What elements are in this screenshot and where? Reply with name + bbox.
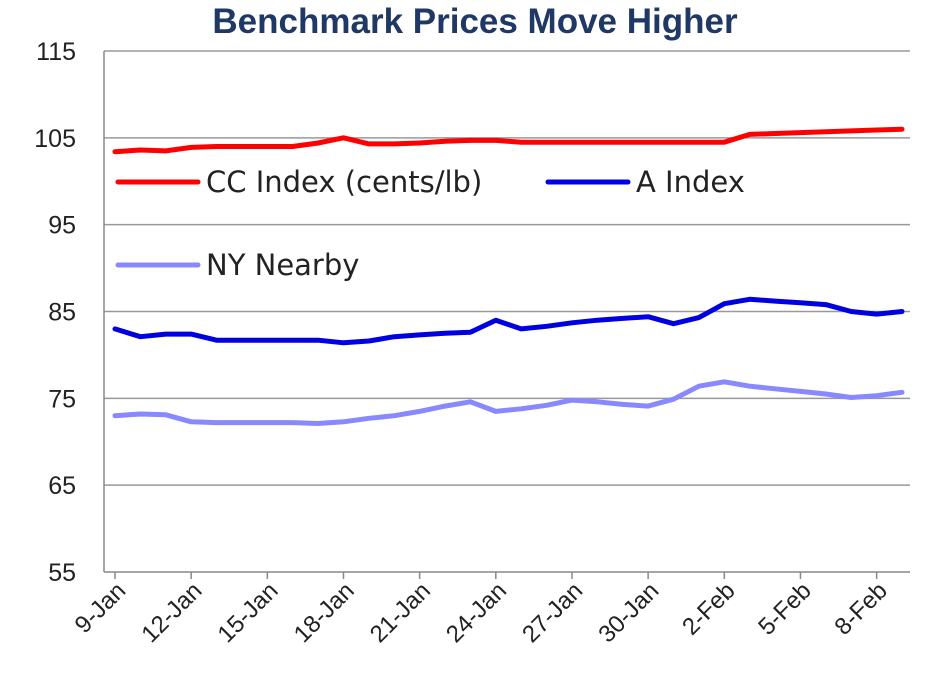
axes: [103, 51, 910, 573]
y-tick-label: 95: [48, 212, 76, 240]
y-axis-ticks: 55 65 75 85 95 105 115: [34, 38, 76, 587]
x-tick-label: 9-Jan: [70, 577, 132, 639]
y-tick-label: 65: [48, 472, 76, 500]
series-line-2: [112, 379, 905, 426]
y-tick-label: 115: [36, 38, 76, 66]
x-tick-label: 21-Jan: [365, 577, 436, 648]
chart-title: Benchmark Prices Move Higher: [212, 2, 738, 41]
legend-label: CC Index (cents/lb): [206, 165, 482, 199]
legend-label: A Index: [636, 165, 745, 199]
series-line-0: [112, 126, 905, 155]
legend-label: NY Nearby: [206, 248, 359, 282]
x-tick-label: 27-Jan: [517, 577, 588, 648]
x-tick-label: 8-Feb: [829, 577, 892, 640]
y-tick-label: 85: [48, 299, 76, 327]
series-line-1: [112, 296, 905, 346]
x-tick-label: 12-Jan: [136, 577, 207, 648]
x-tick-label: 15-Jan: [213, 577, 284, 648]
series-lines: [112, 126, 905, 426]
x-tick-label: 5-Feb: [753, 577, 816, 640]
x-tick-label: 30-Jan: [593, 577, 664, 648]
y-tick-label: 75: [48, 385, 76, 413]
y-tick-label: 55: [48, 559, 76, 587]
x-axis-ticks: 9-Jan 12-Jan 15-Jan 18-Jan 21-Jan 24-Jan 27-Ja…: [70, 572, 893, 648]
x-tick-label: 18-Jan: [289, 577, 360, 648]
gridlines: [104, 50, 910, 486]
x-tick-label: 2-Feb: [677, 577, 740, 640]
legend: CC Index (cents/lb) A Index NY Nearby: [115, 165, 745, 282]
y-tick-label: 105: [34, 125, 76, 153]
x-tick-label: 24-Jan: [441, 577, 512, 648]
